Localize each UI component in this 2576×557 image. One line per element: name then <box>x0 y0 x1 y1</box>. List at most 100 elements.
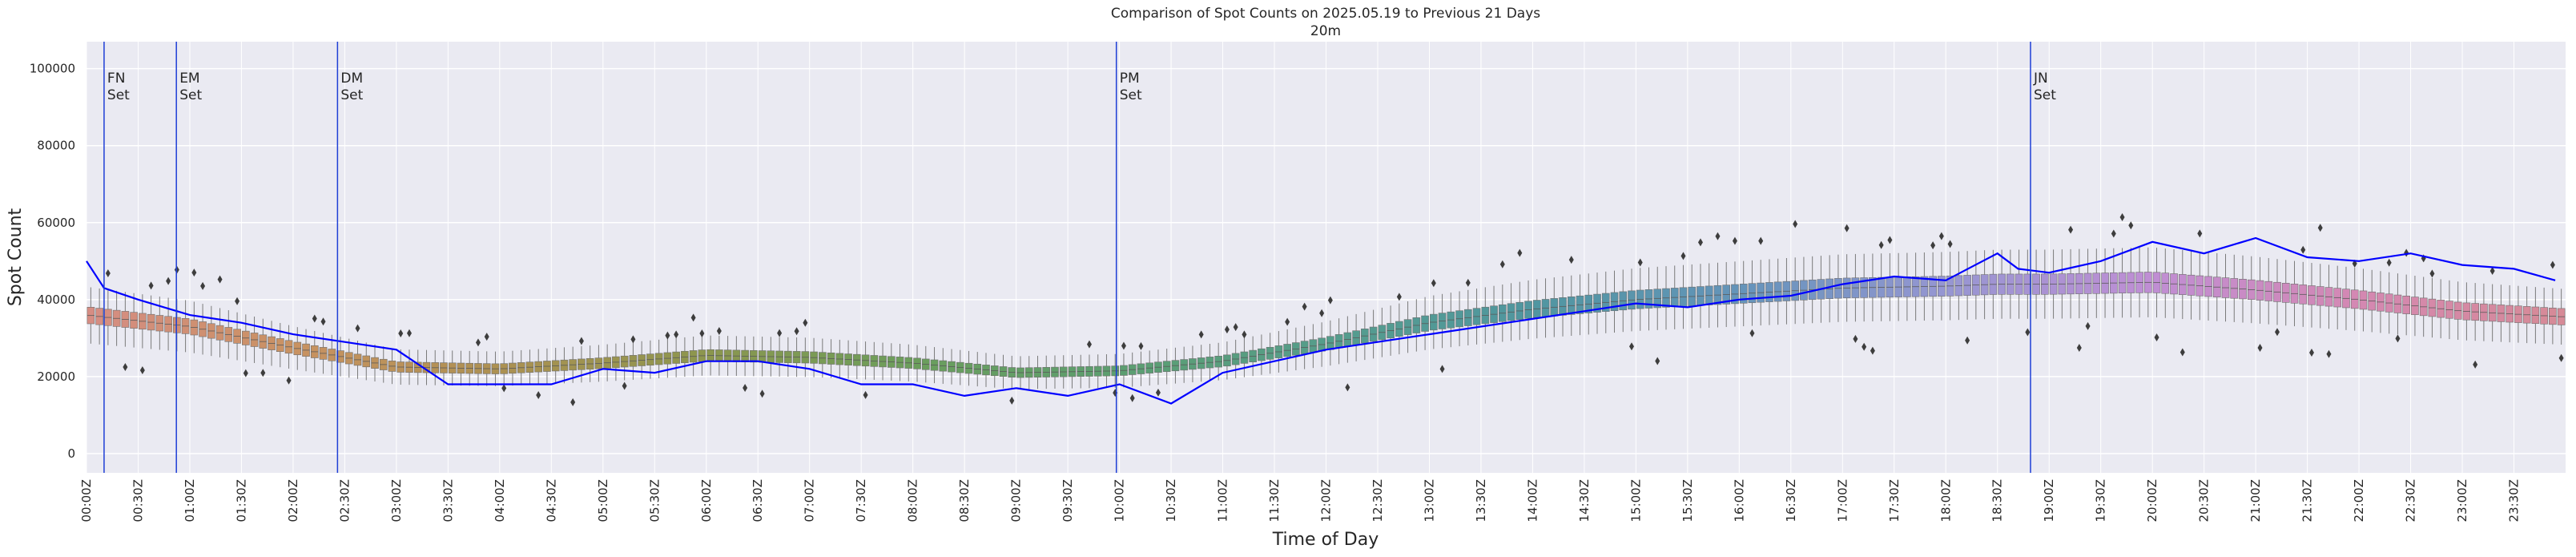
box-plot <box>2522 286 2531 344</box>
box-plot <box>207 305 215 357</box>
outlier-marker <box>2386 258 2392 267</box>
box-plot <box>1825 255 1833 323</box>
box-plot <box>1214 342 1222 381</box>
y-tick-label: 40000 <box>37 293 75 307</box>
outlier-marker <box>355 324 360 333</box>
box-plot <box>491 351 500 386</box>
box-plot <box>344 338 353 378</box>
box-plot <box>861 341 870 399</box>
outlier-marker <box>863 390 868 399</box>
box-plot <box>1601 271 1610 333</box>
outlier-marker <box>1629 342 1635 351</box>
box-plot <box>1567 256 1576 337</box>
box-plot <box>896 343 904 381</box>
box-plot <box>1051 355 1059 389</box>
outlier-marker <box>1715 232 1721 240</box>
outlier-marker <box>1568 256 1574 264</box>
box-plot <box>2385 258 2393 334</box>
box-plot <box>1593 272 1601 334</box>
box-plot <box>758 337 767 398</box>
box-plot <box>1911 252 1920 321</box>
box-plot <box>362 342 371 381</box>
box-plot <box>2342 266 2350 330</box>
box-plot <box>1102 353 1111 389</box>
today-series <box>86 236 2556 405</box>
box-plot <box>1869 253 1877 355</box>
box-plot <box>990 353 999 388</box>
outlier-marker <box>690 313 696 322</box>
box-plot <box>1171 347 1180 384</box>
x-tick-label: 19:30Z <box>2094 479 2108 523</box>
box-plot <box>1369 309 1378 359</box>
outlier-marker <box>2119 212 2125 221</box>
outlier-marker <box>320 317 326 326</box>
box-plot <box>1395 293 1403 355</box>
box-plot <box>2506 285 2514 343</box>
box-plot <box>1240 330 1249 377</box>
box-plot <box>2359 268 2368 332</box>
outlier-marker <box>699 329 705 338</box>
box-plot <box>2557 289 2566 362</box>
x-tick-label: 04:30Z <box>544 479 558 523</box>
box-plot <box>2453 281 2462 341</box>
box-plot <box>431 349 440 385</box>
box-plot <box>130 293 138 348</box>
box-plot <box>2445 280 2453 340</box>
box-plot <box>1266 333 1274 374</box>
box-plot <box>2290 260 2299 327</box>
box-plot <box>594 345 603 382</box>
outlier-marker <box>2489 266 2495 275</box>
outlier-marker <box>1870 346 1875 355</box>
box-plot <box>2170 249 2178 319</box>
box-plot <box>474 338 482 386</box>
x-tick-label: 04:00Z <box>493 479 507 523</box>
box-plot <box>2497 285 2506 342</box>
box-plot <box>870 341 879 380</box>
box-plot <box>1343 316 1352 392</box>
box-plot <box>2067 225 2075 319</box>
box-plot <box>2092 248 2101 318</box>
box-plot <box>767 337 775 377</box>
outlier-marker <box>2550 260 2555 269</box>
chart-subtitle: 20m <box>1310 23 1341 39</box>
box-plot <box>1954 251 1963 321</box>
grid-lines <box>86 42 2566 473</box>
box-plot <box>827 339 835 378</box>
box-plot <box>500 351 509 393</box>
box-plot <box>1162 349 1171 385</box>
box-plot <box>2333 265 2342 330</box>
box-plot <box>698 329 706 376</box>
x-tick-label: 15:30Z <box>1680 479 1695 523</box>
box-plot <box>276 322 284 368</box>
outlier-marker <box>1499 260 1505 268</box>
outlier-marker <box>286 376 292 385</box>
box-plot <box>319 317 328 374</box>
box-plot <box>2428 269 2437 338</box>
box-plot <box>1834 254 1842 322</box>
box-plot <box>1059 355 1068 389</box>
box-plot <box>2393 273 2402 343</box>
set-marker-sublabel: Set <box>340 87 363 103</box>
outlier-marker <box>2300 245 2306 254</box>
box-plot <box>2212 252 2221 321</box>
box-plot <box>956 349 964 385</box>
box-plot <box>2531 287 2540 344</box>
outlier-marker <box>2085 321 2091 330</box>
outlier-marker <box>2473 360 2478 369</box>
y-tick-label: 60000 <box>37 216 75 230</box>
chart-title: Comparison of Spot Counts on 2025.05.19 … <box>1111 6 1540 22</box>
outlier-marker <box>2317 224 2323 232</box>
box-plot <box>948 349 956 385</box>
outlier-marker <box>794 327 799 336</box>
box-plot <box>199 281 207 355</box>
outlier-marker <box>1465 278 1471 287</box>
box-plot <box>1722 262 1731 328</box>
box-plot <box>2308 263 2316 357</box>
outlier-marker <box>1853 334 1858 343</box>
x-tick-label: 15:00Z <box>1628 479 1643 523</box>
box-plot <box>1524 280 1532 340</box>
box-plot <box>569 346 577 406</box>
outlier-marker <box>1732 236 1737 245</box>
y-tick-label: 80000 <box>37 139 75 153</box>
